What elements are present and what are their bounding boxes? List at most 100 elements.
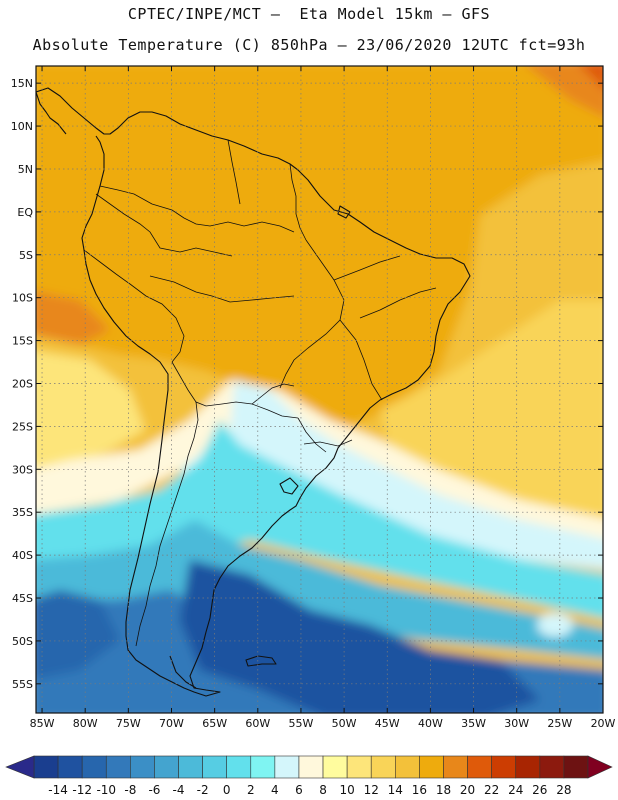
coastlines xyxy=(36,87,471,697)
colorbar-boxes xyxy=(33,755,589,779)
lat-label: 50S xyxy=(12,635,33,648)
lat-label: 45S xyxy=(12,592,33,605)
colorbar-label: 0 xyxy=(223,783,231,797)
colorbar-box xyxy=(105,755,131,779)
lat-label: 55S xyxy=(12,678,33,691)
political-borders xyxy=(83,139,437,647)
colorbar-label: 8 xyxy=(319,783,327,797)
colorbar: -14 -12 -10 -8 -6 -4 -2 0 2 4 6 8 10 12 14 16 18 20 22 24 26… xyxy=(5,755,613,797)
colorbar-left-arrow xyxy=(5,755,35,779)
colorbar-label: -10 xyxy=(96,783,116,797)
colorbar-label: 6 xyxy=(295,783,303,797)
front-pale-band xyxy=(180,380,603,570)
colorbar-box xyxy=(322,755,348,779)
lon-label: 40W xyxy=(418,717,443,730)
caribbean-hot-zone xyxy=(527,66,603,117)
western-cold-zone xyxy=(36,590,120,679)
colorbar-label: 4 xyxy=(271,783,279,797)
title-line-1: CPTEC/INPE/MCT – Eta Model 15km – GFS xyxy=(127,5,491,23)
lon-label: 35W xyxy=(461,717,486,730)
colorbar-label: 20 xyxy=(460,783,475,797)
lat-label: 30S xyxy=(12,463,33,476)
lat-label: 5N xyxy=(18,163,33,176)
temperature-map: 15N 10N 5N EQ 5S 10S 15S 20S 25S 30S 35S 40S 45S 50S 5… xyxy=(11,65,616,730)
atlantic-subtropical-zone xyxy=(380,300,603,519)
colorbar-label: 14 xyxy=(388,783,403,797)
tropical-warm-zone xyxy=(36,66,603,430)
colorbar-box xyxy=(467,755,492,779)
lon-label: 25W xyxy=(547,717,572,730)
title-line-2: Absolute Temperature (C) 850hPa – 23/06/… xyxy=(32,36,586,54)
lat-label: EQ xyxy=(17,206,33,219)
colorbar-box xyxy=(395,755,420,779)
colorbar-label: 16 xyxy=(412,783,427,797)
colorbar-label: -12 xyxy=(72,783,92,797)
colorbar-label: -14 xyxy=(48,783,68,797)
colorbar-box xyxy=(33,755,59,779)
colorbar-box xyxy=(178,755,203,779)
lat-label: 10S xyxy=(12,292,33,305)
colorbar-box xyxy=(443,755,468,779)
lon-label: 85W xyxy=(30,717,55,730)
colorbar-right-arrow xyxy=(587,755,613,779)
lat-label: 40S xyxy=(12,549,33,562)
lon-label: 50W xyxy=(332,717,357,730)
lon-label: 20W xyxy=(591,717,616,730)
lat-label: 15S xyxy=(12,335,33,348)
colorbar-label: 10 xyxy=(339,783,354,797)
colorbar-label: 28 xyxy=(556,783,571,797)
colorbar-label: -8 xyxy=(124,783,136,797)
colorbar-box xyxy=(202,755,227,779)
colorbar-label: 22 xyxy=(484,783,499,797)
lon-label: 30W xyxy=(504,717,529,730)
lat-label: 15N xyxy=(11,77,33,90)
colorbar-box xyxy=(515,755,541,779)
colorbar-label: 18 xyxy=(436,783,451,797)
lat-label: 35S xyxy=(12,506,33,519)
colorbar-box xyxy=(154,755,179,779)
longitude-labels: 85W 80W 75W 70W 65W 60W 55W 50W 45W 40W 35W 30W 25W 2… xyxy=(30,717,616,730)
lon-label: 75W xyxy=(116,717,141,730)
caribbean-hottest-zone xyxy=(581,66,603,88)
map-frame xyxy=(35,65,604,714)
lon-label: 65W xyxy=(202,717,227,730)
colorbar-box xyxy=(57,755,83,779)
colorbar-label: 2 xyxy=(247,783,255,797)
lon-label: 60W xyxy=(245,717,270,730)
colorbar-box xyxy=(274,755,300,779)
colorbar-box xyxy=(81,755,107,779)
cold-cyan-zone xyxy=(36,420,603,619)
lon-label: 70W xyxy=(159,717,184,730)
colorbar-box xyxy=(250,755,276,779)
colorbar-box xyxy=(130,755,155,779)
colorbar-label: 24 xyxy=(508,783,523,797)
lat-label: 20S xyxy=(12,377,33,390)
pacific-warm-patch xyxy=(36,291,110,345)
colorbar-box xyxy=(226,755,252,779)
lat-label: 25S xyxy=(12,420,33,433)
colorbar-label: -2 xyxy=(197,783,209,797)
map-ticks xyxy=(36,66,604,713)
lon-label: 80W xyxy=(73,717,98,730)
cold-teal-zone xyxy=(36,520,603,660)
colorbar-label: -6 xyxy=(148,783,160,797)
colorbar-label: 26 xyxy=(532,783,547,797)
latitude-labels: 15N 10N 5N EQ 5S 10S 15S 20S 25S 30S 35S 40S 45S 50S 5… xyxy=(11,77,34,691)
lat-label: 5S xyxy=(19,249,33,262)
lon-label: 55W xyxy=(289,717,314,730)
colorbar-label: -4 xyxy=(173,783,185,797)
colorbar-box xyxy=(539,755,565,779)
lon-label: 45W xyxy=(375,717,400,730)
gridlines xyxy=(36,66,603,713)
colorbar-label: 12 xyxy=(364,783,379,797)
colorbar-box xyxy=(563,755,589,779)
lat-label: 10N xyxy=(11,120,33,133)
colorbar-box xyxy=(346,755,372,779)
colorbar-labels: -14 -12 -10 -8 -6 -4 -2 0 2 4 6 8 10 12 14 16 18 20 22 24 26… xyxy=(48,783,571,797)
colorbar-box xyxy=(419,755,444,779)
colorbar-box xyxy=(491,755,517,779)
colorbar-box xyxy=(370,755,396,779)
colorbar-box xyxy=(298,755,324,779)
warm-eddy xyxy=(537,613,573,637)
pacific-subtropical-zone xyxy=(36,351,145,470)
